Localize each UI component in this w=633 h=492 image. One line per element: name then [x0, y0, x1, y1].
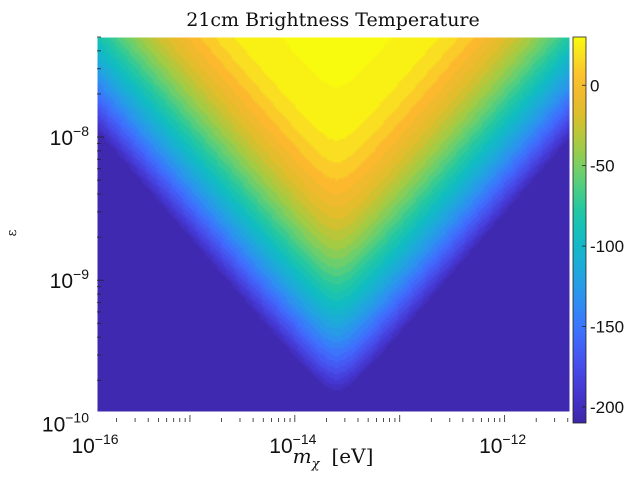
tick-base: 10	[269, 435, 292, 458]
colorbar-ticks: 0 -50 -100 -150 -200	[582, 76, 624, 417]
tick-exponent: −9	[73, 266, 89, 282]
y-tick-label: 10−9	[50, 266, 90, 293]
chart-title: 21cm Brightness Temperature	[186, 9, 480, 31]
x-axis-label-unit: [eV]	[331, 444, 373, 468]
tick-base: 10	[50, 127, 73, 150]
colorbar-tick-label: -200	[590, 398, 624, 417]
x-tick-label: 10−12	[479, 431, 526, 458]
plot-frame	[96, 36, 571, 413]
x-axis: 10−16 10−14 10−12	[71, 415, 569, 458]
tick-exponent: −10	[65, 409, 89, 425]
tick-exponent: −16	[95, 431, 119, 447]
colorbar	[572, 36, 587, 424]
colorbar-tick-label: -50	[590, 157, 615, 176]
colorbar-tick-label: -150	[590, 318, 624, 337]
y-axis-label: ε	[5, 229, 20, 236]
y-tick-label: 10−10	[42, 409, 89, 436]
tick-base: 10	[71, 435, 94, 458]
brightness-heatmap	[97, 37, 570, 412]
tick-base: 10	[42, 413, 65, 436]
x-tick-label: 10−14	[269, 431, 316, 458]
x-axis-label-subscript: χ	[311, 457, 321, 472]
tick-exponent: −8	[73, 123, 89, 139]
x-tick-label: 10−16	[71, 431, 118, 458]
tick-base: 10	[479, 435, 502, 458]
colorbar-tick-label: -100	[590, 237, 624, 256]
y-tick-label: 10−8	[50, 123, 90, 150]
x-axis-label: mχ [eV]	[293, 444, 374, 472]
plot-area	[97, 37, 570, 412]
tick-exponent: −14	[293, 431, 317, 447]
tick-base: 10	[50, 270, 73, 293]
colorbar-tick-label: 0	[590, 76, 599, 95]
x-axis-label-symbol: m	[293, 444, 312, 468]
tick-exponent: −12	[502, 431, 526, 447]
